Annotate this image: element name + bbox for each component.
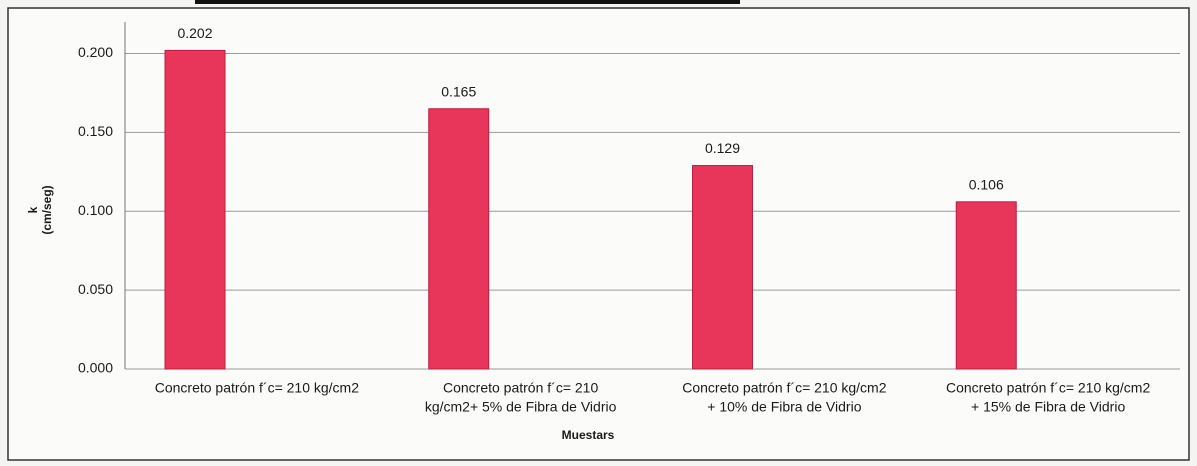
y-tick-label: 0.000 bbox=[78, 360, 113, 376]
y-axis-label-line: (cm/seg) bbox=[40, 185, 54, 234]
bar bbox=[164, 49, 226, 370]
data-label: 0.202 bbox=[177, 25, 212, 41]
bar bbox=[692, 165, 753, 370]
x-axis-label: Muestars bbox=[562, 428, 615, 442]
x-tick-label: + 15% de Fibra de Vidrio bbox=[971, 399, 1125, 415]
y-axis-label-line: k bbox=[26, 206, 40, 213]
data-label: 0.165 bbox=[441, 83, 476, 99]
y-tick-label: 0.150 bbox=[78, 123, 113, 139]
x-tick-label: Concreto patrón f´c= 210 bbox=[443, 380, 598, 396]
x-tick-label: + 10% de Fibra de Vidrio bbox=[707, 399, 861, 415]
bar bbox=[428, 108, 490, 370]
y-tick-label: 0.050 bbox=[78, 281, 113, 297]
header-rule bbox=[195, 0, 740, 4]
data-label: 0.129 bbox=[705, 140, 740, 156]
x-tick-label: Concreto patrón f´c= 210 kg/cm2 bbox=[155, 380, 359, 396]
x-tick-label: kg/cm2+ 5% de Fibra de Vidrio bbox=[425, 399, 617, 415]
x-tick-label: Concreto patrón f´c= 210 kg/cm2 bbox=[682, 380, 886, 396]
y-axis-label: k (cm/seg) bbox=[26, 185, 54, 234]
bar bbox=[955, 201, 1017, 370]
y-tick-label: 0.100 bbox=[78, 202, 113, 218]
x-tick-label: Concreto patrón f´c= 210 kg/cm2 bbox=[946, 380, 1150, 396]
y-tick-label: 0.200 bbox=[78, 44, 113, 60]
data-label: 0.106 bbox=[969, 177, 1004, 193]
